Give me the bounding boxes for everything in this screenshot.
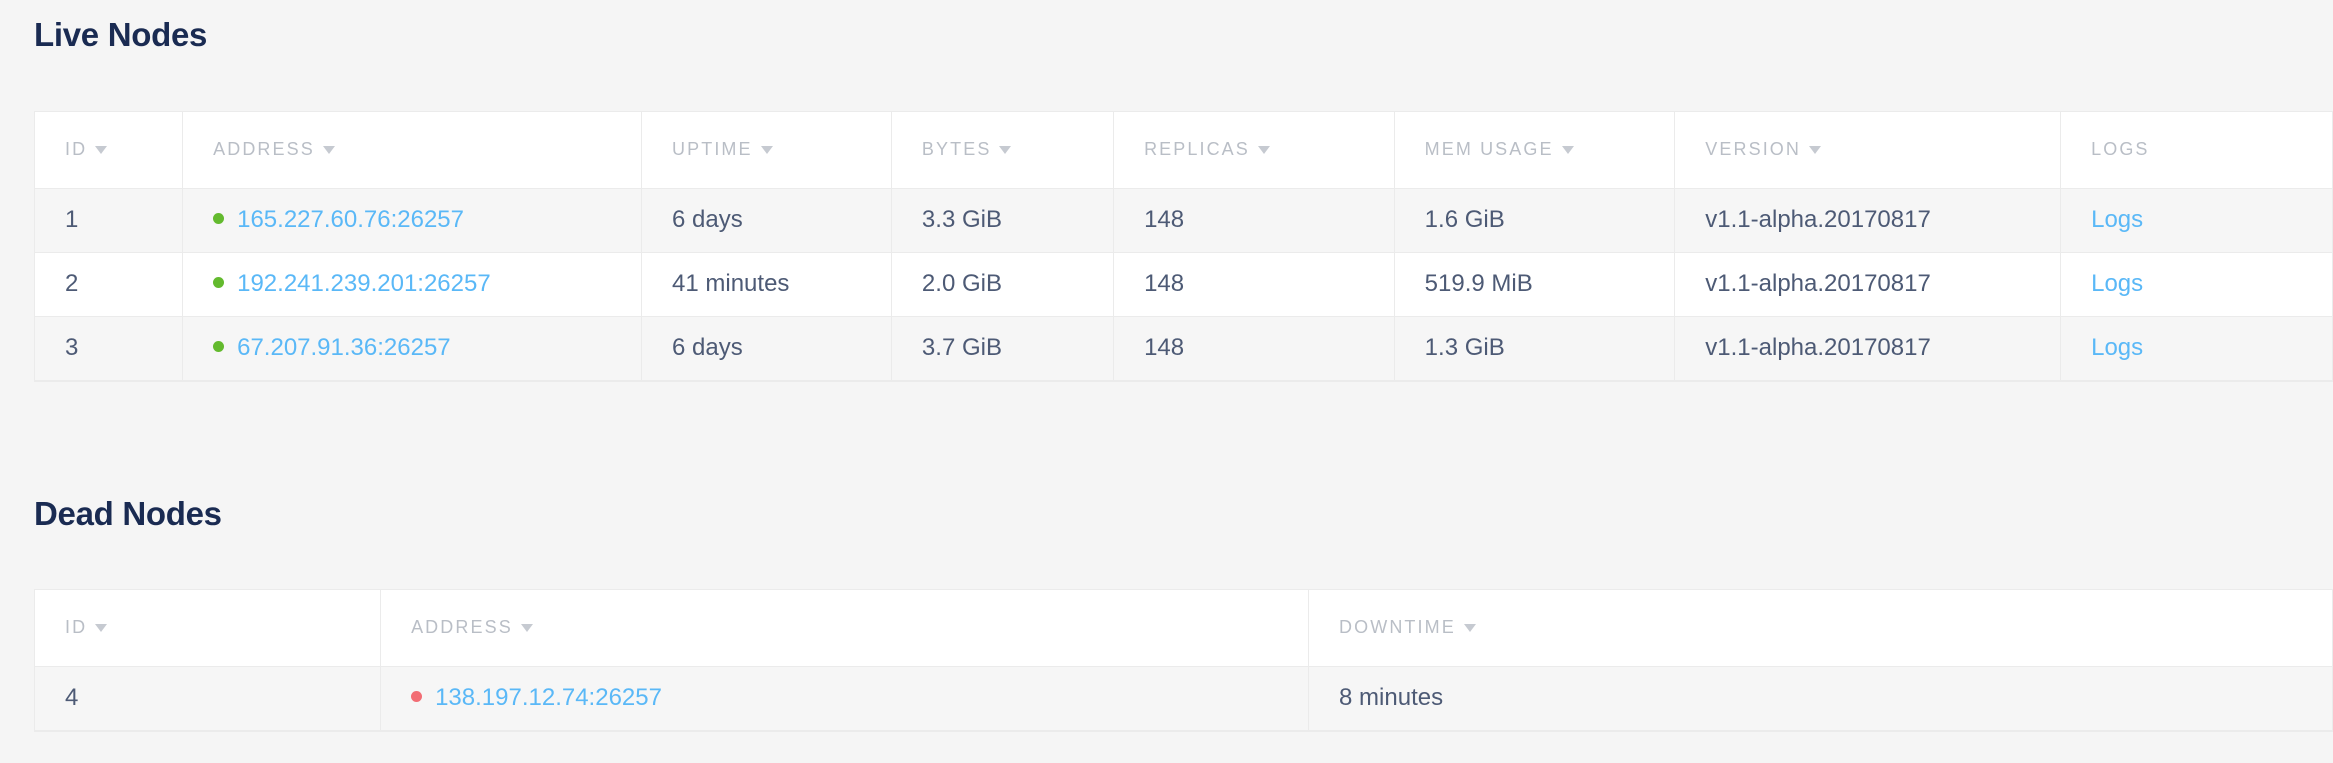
cell-address: 165.227.60.76:26257 — [182, 188, 643, 253]
cell-uptime: 41 minutes — [641, 252, 892, 317]
dead-nodes-table-container: ID ADDRESS DOWNTIME 4 138.197.12.74:2625… — [34, 589, 2333, 732]
cell-bytes: 3.7 GiB — [891, 316, 1115, 381]
live-nodes-table: ID ADDRESS UPTIME BYTES REPLICAS MEM USA… — [35, 112, 2333, 381]
sort-caret-down-icon[interactable] — [520, 623, 533, 632]
cell-address: 138.197.12.74:26257 — [380, 666, 1310, 731]
cell-mem-usage: 519.9 MiB — [1394, 252, 1676, 317]
cell-id: 3 — [35, 316, 184, 381]
cell-address: 192.241.239.201:26257 — [182, 252, 643, 317]
status-dot-live-icon — [213, 341, 225, 353]
column-header-address-label: ADDRESS — [411, 617, 513, 638]
logs-link[interactable]: Logs — [2091, 206, 2144, 233]
cell-bytes: 2.0 GiB — [891, 252, 1115, 317]
column-header-logs-label: LOGS — [2091, 139, 2150, 160]
cell-logs: Logs — [2060, 188, 2333, 253]
cell-bytes: 3.3 GiB — [891, 188, 1115, 253]
live-nodes-header-row: ID ADDRESS UPTIME BYTES REPLICAS MEM USA… — [35, 112, 2333, 189]
column-header-id[interactable]: ID — [35, 112, 184, 189]
column-header-replicas[interactable]: REPLICAS — [1113, 112, 1395, 189]
cell-downtime: 8 minutes — [1308, 666, 2333, 731]
cell-version: v1.1-alpha.20170817 — [1674, 252, 2062, 317]
column-header-uptime-label: UPTIME — [672, 139, 753, 160]
node-address-link[interactable]: 67.207.91.36:26257 — [237, 334, 451, 361]
column-header-address-label: ADDRESS — [213, 139, 315, 160]
column-header-logs: LOGS — [2060, 112, 2333, 189]
cell-uptime: 6 days — [641, 316, 892, 381]
live-nodes-heading: Live Nodes — [34, 16, 208, 53]
column-header-version[interactable]: VERSION — [1674, 112, 2062, 189]
cell-replicas: 148 — [1113, 188, 1395, 253]
cell-logs: Logs — [2060, 316, 2333, 381]
sort-caret-down-icon[interactable] — [760, 145, 773, 154]
cell-mem-usage: 1.6 GiB — [1394, 188, 1676, 253]
cell-replicas: 148 — [1113, 316, 1395, 381]
status-dot-live-icon — [213, 277, 225, 289]
column-header-address[interactable]: ADDRESS — [380, 590, 1310, 667]
dead-nodes-table-head: ID ADDRESS DOWNTIME — [35, 590, 2333, 667]
logs-link[interactable]: Logs — [2091, 270, 2144, 297]
sort-caret-down-icon[interactable] — [322, 145, 335, 154]
sort-caret-down-icon[interactable] — [1463, 623, 1476, 632]
sort-caret-down-icon[interactable] — [1561, 145, 1574, 154]
node-address-link[interactable]: 192.241.239.201:26257 — [237, 270, 491, 297]
table-row[interactable]: 2 192.241.239.201:26257 41 minutes 2.0 G… — [35, 252, 2333, 317]
table-row[interactable]: 1 165.227.60.76:26257 6 days 3.3 GiB 148… — [35, 188, 2333, 253]
sort-caret-down-icon[interactable] — [95, 145, 108, 154]
logs-link[interactable]: Logs — [2091, 334, 2144, 361]
cell-replicas: 148 — [1113, 252, 1395, 317]
column-header-id-label: ID — [65, 139, 88, 160]
cell-id: 2 — [35, 252, 184, 317]
column-header-mem-usage[interactable]: MEM USAGE — [1394, 112, 1676, 189]
column-header-id[interactable]: ID — [35, 590, 382, 667]
column-header-downtime[interactable]: DOWNTIME — [1308, 590, 2333, 667]
cell-logs: Logs — [2060, 252, 2333, 317]
table-row[interactable]: 3 67.207.91.36:26257 6 days 3.7 GiB 148 … — [35, 316, 2333, 381]
cell-id: 4 — [35, 666, 382, 731]
column-header-version-label: VERSION — [1705, 139, 1801, 160]
column-header-mem-usage-label: MEM USAGE — [1424, 139, 1554, 160]
node-address-link[interactable]: 165.227.60.76:26257 — [237, 206, 464, 233]
cell-address: 67.207.91.36:26257 — [182, 316, 643, 381]
dead-nodes-table-body: 4 138.197.12.74:26257 8 minutes — [35, 666, 2333, 731]
sort-caret-down-icon[interactable] — [999, 145, 1012, 154]
sort-caret-down-icon[interactable] — [1809, 145, 1821, 154]
sort-caret-down-icon[interactable] — [1257, 145, 1270, 154]
live-nodes-table-container: ID ADDRESS UPTIME BYTES REPLICAS MEM USA… — [34, 111, 2333, 382]
status-dot-dead-icon — [411, 691, 423, 703]
cell-version: v1.1-alpha.20170817 — [1674, 188, 2062, 253]
cell-version: v1.1-alpha.20170817 — [1674, 316, 2062, 381]
live-nodes-table-body: 1 165.227.60.76:26257 6 days 3.3 GiB 148… — [35, 188, 2333, 381]
cell-uptime: 6 days — [641, 188, 892, 253]
dead-nodes-heading: Dead Nodes — [34, 495, 222, 532]
column-header-uptime[interactable]: UPTIME — [641, 112, 892, 189]
cell-mem-usage: 1.3 GiB — [1394, 316, 1676, 381]
column-header-replicas-label: REPLICAS — [1144, 139, 1250, 160]
table-row[interactable]: 4 138.197.12.74:26257 8 minutes — [35, 666, 2333, 731]
column-header-address[interactable]: ADDRESS — [182, 112, 643, 189]
sort-caret-down-icon[interactable] — [95, 623, 108, 632]
status-dot-live-icon — [213, 213, 225, 225]
column-header-id-label: ID — [65, 617, 88, 638]
column-header-bytes[interactable]: BYTES — [891, 112, 1115, 189]
node-address-link[interactable]: 138.197.12.74:26257 — [435, 684, 662, 711]
column-header-downtime-label: DOWNTIME — [1339, 617, 1456, 638]
live-nodes-table-head: ID ADDRESS UPTIME BYTES REPLICAS MEM USA… — [35, 112, 2333, 189]
dead-nodes-table: ID ADDRESS DOWNTIME 4 138.197.12.74:2625… — [35, 590, 2333, 731]
dead-nodes-header-row: ID ADDRESS DOWNTIME — [35, 590, 2333, 667]
cell-id: 1 — [35, 188, 184, 253]
column-header-bytes-label: BYTES — [921, 139, 992, 160]
